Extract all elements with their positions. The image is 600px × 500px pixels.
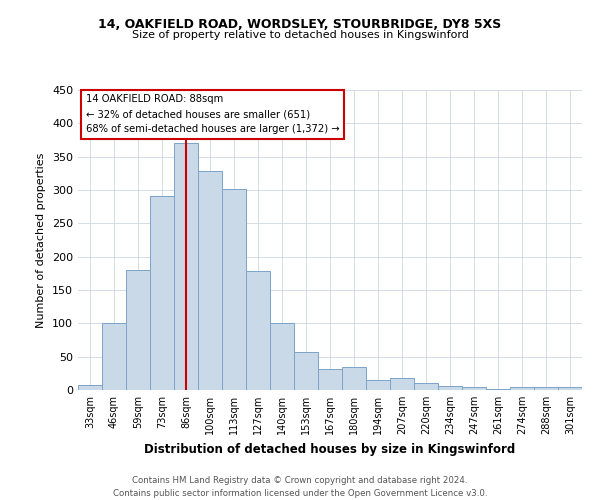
Bar bbox=[222, 190, 246, 390]
Bar bbox=[78, 384, 102, 390]
Bar bbox=[342, 366, 366, 390]
Bar bbox=[198, 172, 222, 390]
Text: Contains HM Land Registry data © Crown copyright and database right 2024.
Contai: Contains HM Land Registry data © Crown c… bbox=[113, 476, 487, 498]
Bar bbox=[366, 380, 390, 390]
Bar bbox=[126, 270, 150, 390]
Bar bbox=[318, 370, 342, 390]
Bar bbox=[462, 386, 486, 390]
Bar bbox=[150, 196, 174, 390]
Y-axis label: Number of detached properties: Number of detached properties bbox=[37, 152, 46, 328]
Bar bbox=[246, 272, 270, 390]
Bar bbox=[294, 352, 318, 390]
Bar bbox=[414, 384, 438, 390]
Bar bbox=[534, 386, 558, 390]
Bar bbox=[390, 378, 414, 390]
Bar bbox=[102, 322, 126, 390]
Bar bbox=[510, 386, 534, 390]
Bar bbox=[270, 324, 294, 390]
Text: Size of property relative to detached houses in Kingswinford: Size of property relative to detached ho… bbox=[131, 30, 469, 40]
Bar bbox=[438, 386, 462, 390]
Text: 14, OAKFIELD ROAD, WORDSLEY, STOURBRIDGE, DY8 5XS: 14, OAKFIELD ROAD, WORDSLEY, STOURBRIDGE… bbox=[98, 18, 502, 30]
Bar bbox=[558, 388, 582, 390]
Bar bbox=[174, 144, 198, 390]
X-axis label: Distribution of detached houses by size in Kingswinford: Distribution of detached houses by size … bbox=[145, 442, 515, 456]
Text: 14 OAKFIELD ROAD: 88sqm
← 32% of detached houses are smaller (651)
68% of semi-d: 14 OAKFIELD ROAD: 88sqm ← 32% of detache… bbox=[86, 94, 339, 134]
